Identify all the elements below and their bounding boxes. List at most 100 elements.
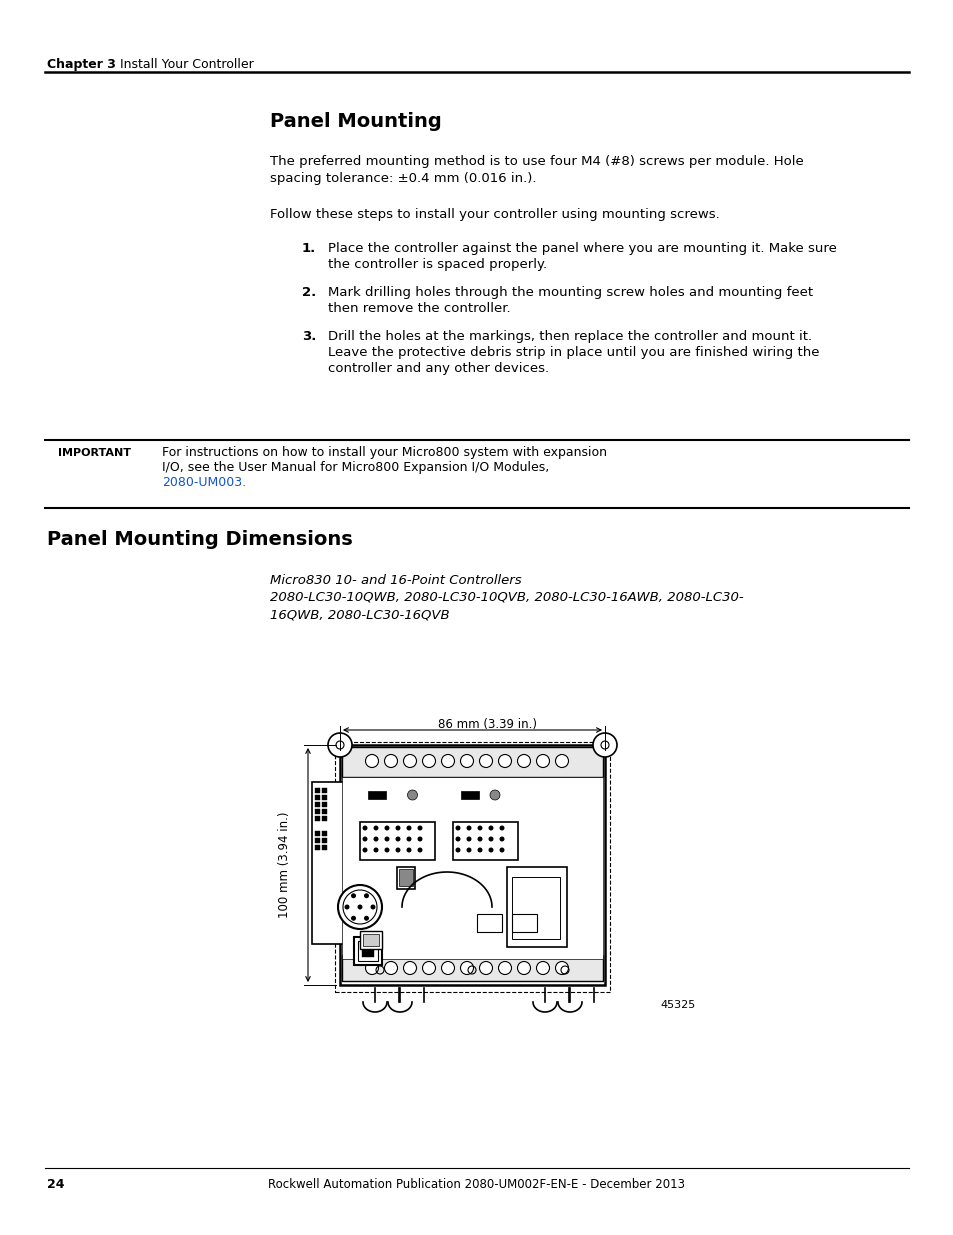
- Text: then remove the controller.: then remove the controller.: [328, 303, 510, 315]
- Circle shape: [488, 847, 493, 852]
- Text: 1.: 1.: [302, 242, 315, 254]
- Circle shape: [441, 962, 454, 974]
- Circle shape: [422, 755, 435, 767]
- Circle shape: [479, 962, 492, 974]
- Circle shape: [490, 790, 499, 800]
- Circle shape: [343, 890, 376, 924]
- Text: spacing tolerance: ±0.4 mm (0.016 in.).: spacing tolerance: ±0.4 mm (0.016 in.).: [270, 172, 536, 185]
- Text: Leave the protective debris strip in place until you are finished wiring the: Leave the protective debris strip in pla…: [328, 346, 819, 359]
- Bar: [314, 795, 319, 800]
- Circle shape: [362, 825, 367, 830]
- Text: 100 mm (3.94 in.): 100 mm (3.94 in.): [278, 811, 292, 919]
- Bar: [476, 914, 501, 932]
- Text: Chapter 3: Chapter 3: [47, 58, 115, 70]
- Bar: [314, 788, 319, 793]
- Circle shape: [455, 836, 460, 841]
- Bar: [357, 941, 377, 961]
- Bar: [322, 845, 327, 850]
- Bar: [312, 782, 344, 944]
- Bar: [314, 816, 319, 821]
- Bar: [363, 934, 378, 946]
- Circle shape: [455, 847, 460, 852]
- Circle shape: [477, 836, 482, 841]
- Bar: [341, 777, 602, 960]
- Circle shape: [406, 847, 411, 852]
- Bar: [322, 809, 327, 814]
- Circle shape: [555, 755, 568, 767]
- Circle shape: [477, 825, 482, 830]
- Circle shape: [384, 847, 389, 852]
- Circle shape: [395, 847, 400, 852]
- Circle shape: [455, 825, 460, 830]
- Circle shape: [441, 755, 454, 767]
- Circle shape: [460, 962, 473, 974]
- Circle shape: [344, 904, 349, 909]
- Circle shape: [555, 962, 568, 974]
- Text: 24: 24: [47, 1178, 65, 1191]
- Text: Drill the holes at the markings, then replace the controller and mount it.: Drill the holes at the markings, then re…: [328, 330, 811, 343]
- Bar: [322, 795, 327, 800]
- Circle shape: [499, 847, 504, 852]
- Bar: [314, 839, 319, 844]
- Text: the controller is spaced properly.: the controller is spaced properly.: [328, 258, 547, 270]
- Circle shape: [466, 825, 471, 830]
- Circle shape: [499, 825, 504, 830]
- Bar: [341, 955, 602, 981]
- Text: Micro830 10- and 16-Point Controllers: Micro830 10- and 16-Point Controllers: [270, 574, 521, 587]
- Circle shape: [488, 825, 493, 830]
- Circle shape: [351, 893, 355, 898]
- Bar: [398, 869, 413, 885]
- Circle shape: [406, 825, 411, 830]
- Circle shape: [417, 836, 422, 841]
- Bar: [335, 742, 609, 992]
- Circle shape: [422, 962, 435, 974]
- Text: I/O, see the User Manual for Micro800 Expansion I/O Modules,: I/O, see the User Manual for Micro800 Ex…: [162, 461, 549, 474]
- Text: Panel Mounting Dimensions: Panel Mounting Dimensions: [47, 530, 353, 550]
- Circle shape: [536, 755, 549, 767]
- Circle shape: [466, 847, 471, 852]
- Circle shape: [403, 962, 416, 974]
- Circle shape: [406, 836, 411, 841]
- Bar: [322, 802, 327, 806]
- Bar: [314, 831, 319, 836]
- Text: 2.: 2.: [302, 287, 315, 299]
- Bar: [322, 816, 327, 821]
- Bar: [314, 809, 319, 814]
- Circle shape: [395, 825, 400, 830]
- Circle shape: [384, 825, 389, 830]
- Bar: [354, 937, 381, 965]
- Bar: [512, 877, 559, 939]
- Circle shape: [374, 836, 378, 841]
- Text: The preferred mounting method is to use four M4 (#8) screws per module. Hole: The preferred mounting method is to use …: [270, 156, 803, 168]
- Bar: [453, 823, 517, 860]
- Text: Install Your Controller: Install Your Controller: [120, 58, 253, 70]
- Circle shape: [466, 836, 471, 841]
- Circle shape: [365, 962, 378, 974]
- Circle shape: [384, 836, 389, 841]
- Bar: [361, 945, 374, 957]
- Circle shape: [479, 755, 492, 767]
- Circle shape: [362, 847, 367, 852]
- Text: Follow these steps to install your controller using mounting screws.: Follow these steps to install your contr…: [270, 207, 719, 221]
- Circle shape: [488, 836, 493, 841]
- Circle shape: [536, 962, 549, 974]
- Circle shape: [407, 790, 417, 800]
- Circle shape: [362, 836, 367, 841]
- Circle shape: [365, 755, 378, 767]
- Circle shape: [498, 755, 511, 767]
- Circle shape: [477, 847, 482, 852]
- Bar: [506, 867, 566, 947]
- Bar: [359, 931, 381, 948]
- Bar: [339, 745, 604, 986]
- Circle shape: [384, 962, 397, 974]
- Circle shape: [593, 734, 617, 757]
- Circle shape: [395, 836, 400, 841]
- Bar: [322, 839, 327, 844]
- Bar: [314, 802, 319, 806]
- Text: For instructions on how to install your Micro800 system with expansion: For instructions on how to install your …: [162, 446, 606, 459]
- Text: 45325: 45325: [659, 1000, 695, 1010]
- Circle shape: [370, 904, 375, 909]
- Bar: [314, 845, 319, 850]
- Circle shape: [460, 755, 473, 767]
- Text: IMPORTANT: IMPORTANT: [58, 448, 131, 458]
